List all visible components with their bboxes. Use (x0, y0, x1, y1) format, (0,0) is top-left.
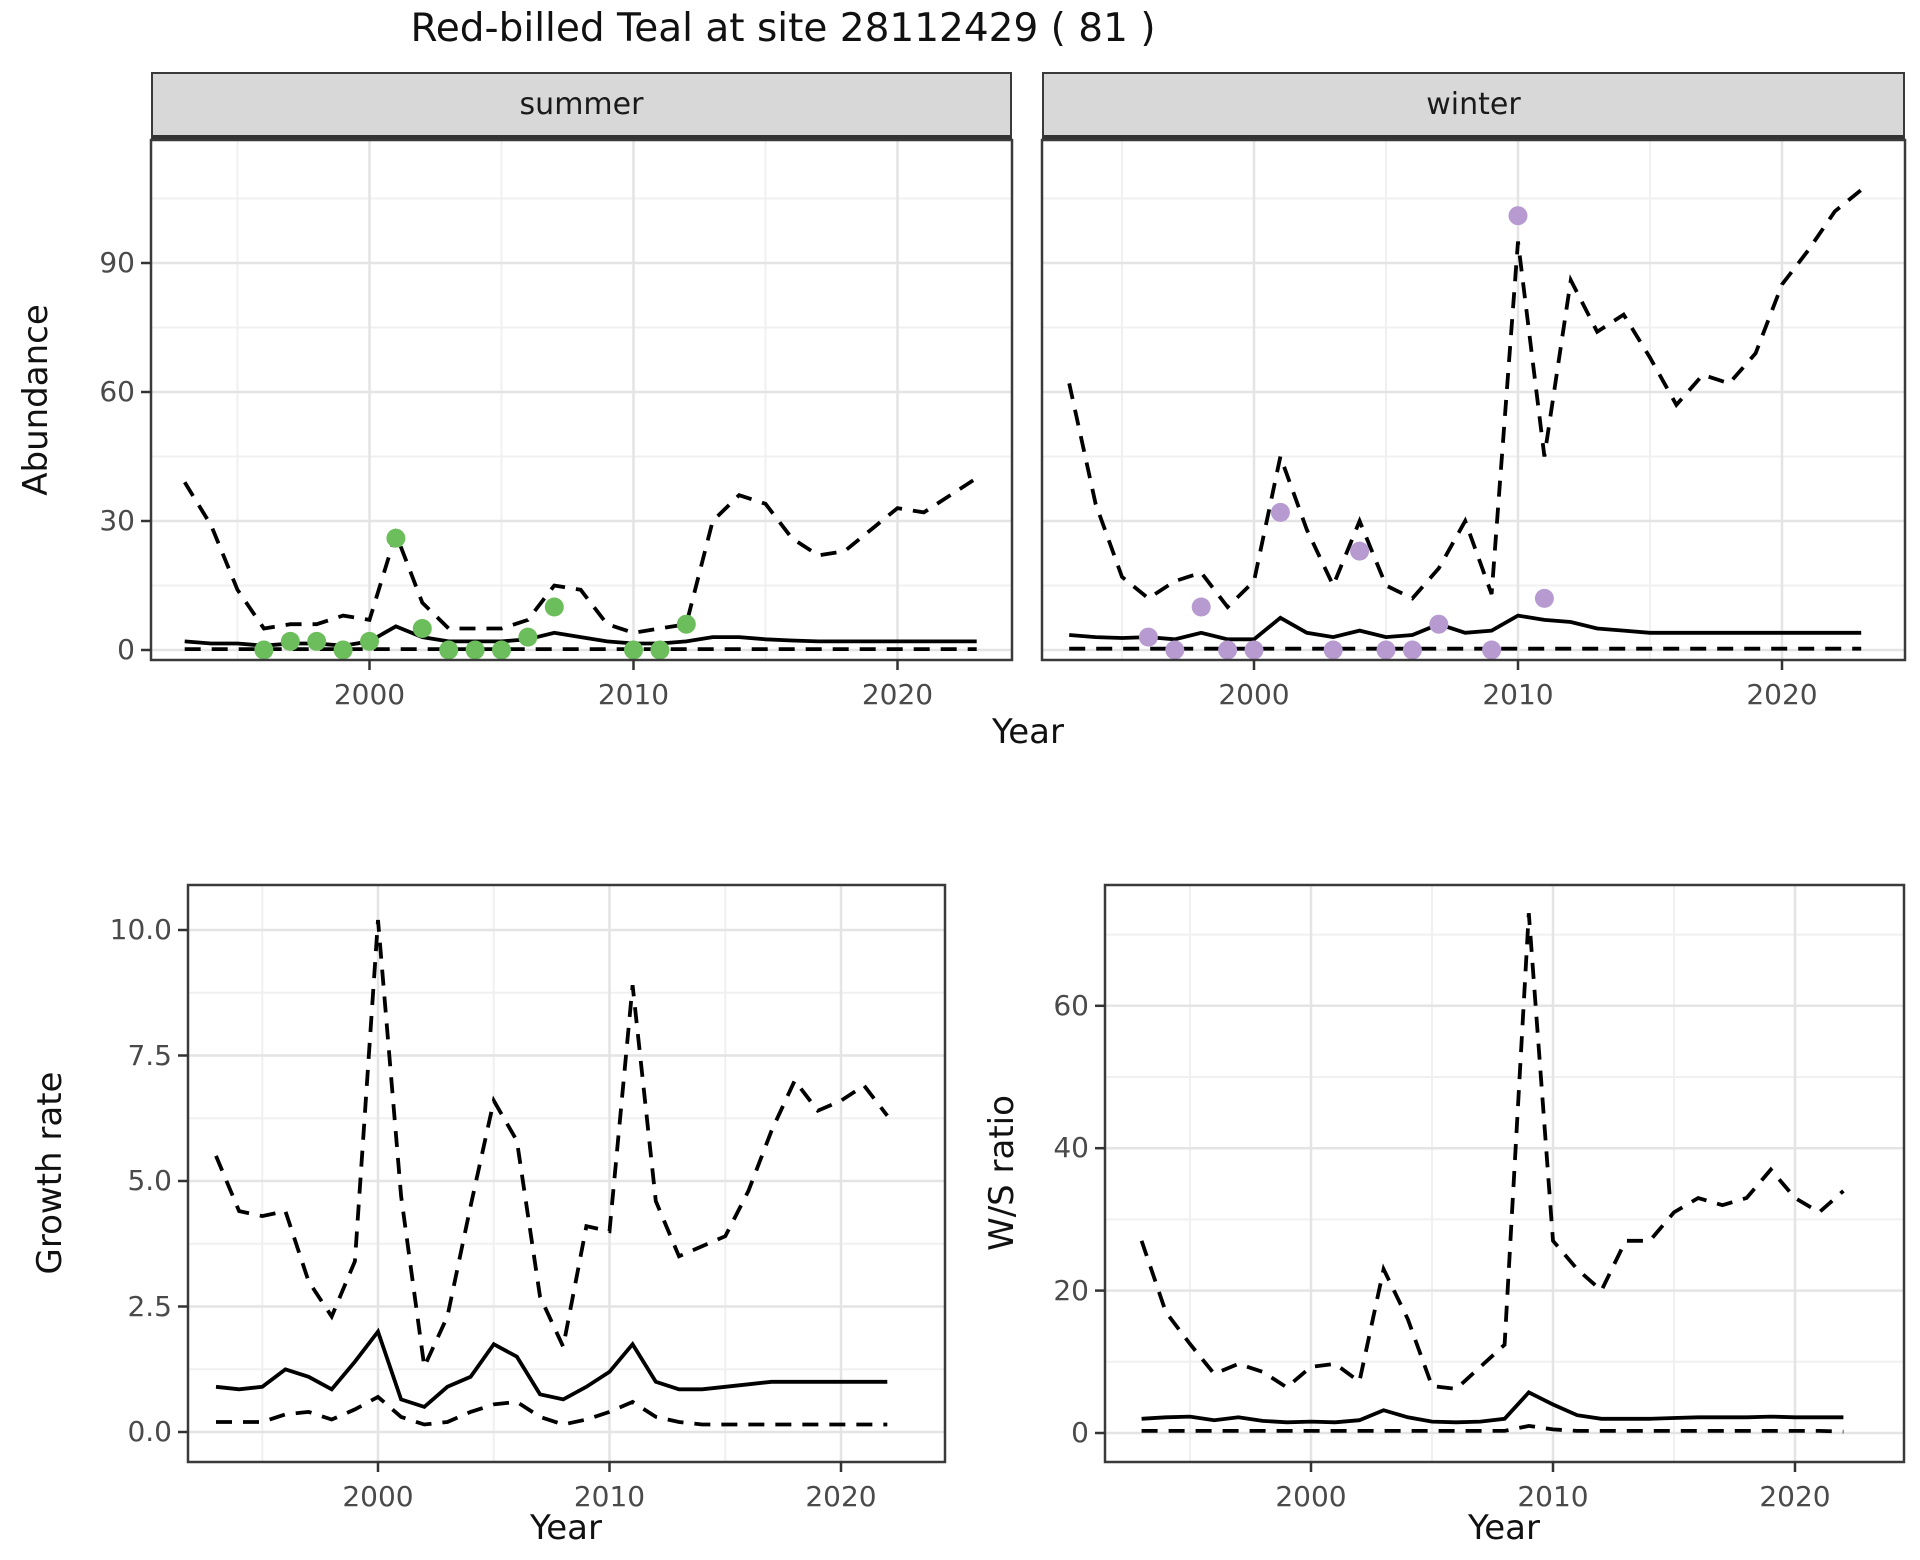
y-tick-label: 60 (1053, 988, 1089, 1022)
data-point-observed_counts (1165, 640, 1185, 660)
x-tick-label: 2020 (1746, 678, 1818, 711)
series-upper_95ci (183, 476, 978, 635)
data-point-observed_counts (1429, 614, 1449, 634)
data-point-observed_counts (1191, 597, 1211, 617)
y-tick-label: 0 (1071, 1415, 1089, 1449)
series-upper_95ci (1139, 913, 1845, 1391)
data-point-observed_counts (1244, 640, 1264, 660)
facet-strip-summer: summer (151, 72, 1012, 140)
x-tick-label: 2020 (1759, 1480, 1831, 1513)
y-tick-label: 5.0 (127, 1163, 172, 1197)
x-tick-label: 2010 (1517, 1480, 1589, 1513)
data-point-observed_counts (1376, 640, 1396, 660)
panel-border (1103, 883, 1906, 1464)
data-point-observed_counts (1402, 640, 1422, 660)
x-tick-label: 2010 (597, 678, 670, 711)
data-point-observed_counts (518, 627, 538, 647)
data-point-observed_counts (439, 640, 459, 660)
data-point-observed_counts (1270, 502, 1290, 522)
data-point-observed_counts (1534, 588, 1554, 608)
panel-w-s-ratio (1095, 883, 1906, 1472)
data-point-observed_counts (676, 614, 696, 634)
y-axis-title-ws-ratio: W/S ratio (982, 1095, 1022, 1251)
panel-winter (1040, 138, 1907, 670)
y-tick-label: 0 (117, 632, 135, 666)
x-tick-label: 2000 (333, 678, 406, 711)
facet-strip-winter: winter (1042, 72, 1905, 140)
panel-border (186, 883, 947, 1464)
facet-strip-label: winter (1426, 87, 1521, 122)
data-point-observed_counts (1350, 541, 1370, 561)
series-upper_95ci (214, 919, 889, 1374)
x-tick-label: 2000 (1275, 1480, 1347, 1513)
data-point-observed_counts (650, 640, 670, 660)
data-point-observed_counts (492, 640, 511, 660)
y-tick-label: 10.0 (109, 912, 172, 946)
y-tick-label: 40 (1053, 1131, 1089, 1165)
panel-growth-rate (178, 883, 947, 1472)
series-lower_95ci (1141, 1423, 1844, 1434)
panel-border (149, 138, 1014, 662)
plot-title: Red-billed Teal at site 28112429 ( 81 ) (410, 6, 1156, 51)
data-point-observed_counts (624, 640, 643, 660)
data-point-observed_counts (360, 631, 379, 651)
y-tick-label: 7.5 (127, 1038, 172, 1072)
y-tick-label: 30 (99, 503, 135, 537)
y-tick-label: 60 (99, 374, 135, 408)
x-axis-title-bottom-left: Year (530, 1508, 602, 1548)
data-point-observed_counts (1508, 206, 1528, 226)
x-tick-label: 2020 (805, 1480, 877, 1513)
y-tick-label: 90 (99, 245, 135, 279)
y-tick-label: 20 (1053, 1273, 1089, 1307)
x-tick-label: 2010 (1482, 678, 1554, 711)
data-point-observed_counts (544, 597, 564, 617)
series-lower_95ci (216, 1394, 888, 1427)
x-axis-title-top: Year (992, 712, 1064, 752)
y-axis-title-growth-rate: Growth rate (30, 1071, 70, 1275)
x-tick-label: 2000 (1218, 678, 1290, 711)
y-tick-label: 2.5 (127, 1289, 172, 1323)
panel-summer (141, 138, 1014, 670)
panel-border (1040, 138, 1907, 662)
y-tick-label: 0.0 (127, 1414, 172, 1448)
x-tick-label: 2020 (861, 678, 934, 711)
x-axis-title-bottom-right: Year (1468, 1508, 1540, 1548)
data-point-observed_counts (465, 640, 485, 660)
y-axis-title-abundance: Abundance (16, 304, 56, 496)
series-median (1069, 613, 1862, 642)
data-point-observed_counts (307, 631, 327, 651)
data-point-observed_counts (1323, 640, 1343, 660)
series-median (215, 1327, 888, 1410)
x-tick-label: 2010 (573, 1480, 646, 1513)
data-point-observed_counts (280, 631, 300, 651)
data-point-observed_counts (1482, 640, 1502, 660)
facet-strip-label: summer (519, 87, 644, 122)
data-point-observed_counts (1218, 640, 1238, 660)
data-point-observed_counts (333, 640, 353, 660)
data-point-observed_counts (254, 640, 274, 660)
data-point-observed_counts (412, 619, 432, 638)
series-median (1141, 1390, 1844, 1425)
data-point-observed_counts (1138, 627, 1158, 647)
x-tick-label: 2000 (342, 1480, 414, 1513)
data-point-observed_counts (386, 528, 406, 548)
series-upper_95ci (1067, 188, 1863, 610)
